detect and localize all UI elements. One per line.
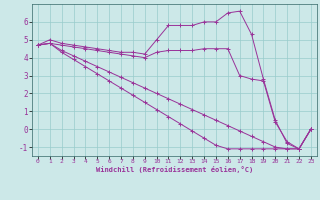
X-axis label: Windchill (Refroidissement éolien,°C): Windchill (Refroidissement éolien,°C) <box>96 166 253 173</box>
